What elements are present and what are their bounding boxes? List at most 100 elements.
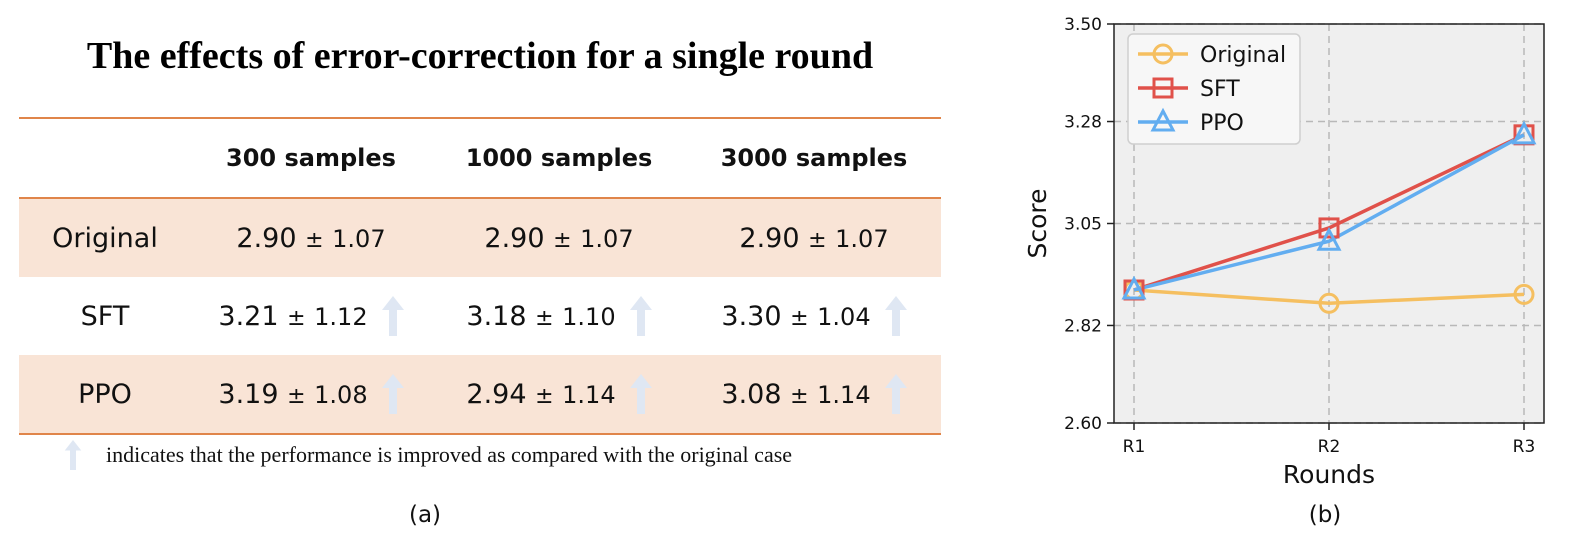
- y-tick-label: 3.05: [1064, 215, 1102, 235]
- cell-value: 2.94 ± 1.14: [466, 379, 615, 410]
- cell-value: 3.21 ± 1.12: [218, 301, 367, 332]
- cell-value: 3.30 ± 1.04: [721, 301, 870, 332]
- up-arrow-icon: [381, 374, 404, 414]
- cell-sd: 1.07: [332, 225, 386, 253]
- plus-minus-symbol: ±: [553, 228, 572, 253]
- caption-a: (a): [408, 502, 442, 528]
- plot-frame: [1113, 23, 1545, 424]
- cell-sd: 1.07: [835, 225, 889, 253]
- improvement-note: indicates that the performance is improv…: [62, 440, 792, 470]
- results-table: 300 samples 1000 samples 3000 samples Or…: [19, 117, 941, 435]
- data-point-original: [1513, 283, 1535, 305]
- plus-minus-symbol: ±: [305, 228, 324, 253]
- cell-mean: 3.08: [721, 378, 782, 410]
- legend-label-sft: SFT: [1200, 77, 1240, 102]
- data-point-ppo: [1316, 227, 1342, 251]
- legend-label-original: Original: [1200, 43, 1286, 68]
- up-arrow-icon: [629, 296, 652, 336]
- up-arrow-icon: [629, 374, 652, 414]
- plus-minus-symbol: ±: [535, 305, 554, 331]
- y-tick-label: 3.50: [1064, 15, 1102, 35]
- series-line-ppo: [1133, 133, 1525, 292]
- x-tick-label: R3: [1513, 437, 1536, 457]
- row-label: SFT: [80, 300, 130, 332]
- table-cell: 3.18 ± 1.10: [431, 277, 687, 355]
- panel-b: 2.60 2.82 3.05 3.28 3.50 R1 R2 R3 Rounds Score Ori…: [1000, 0, 1588, 548]
- caption-b: (b): [1308, 502, 1342, 528]
- table-cell: 3.21 ± 1.12: [191, 277, 431, 355]
- data-point-ppo: [1121, 275, 1147, 300]
- header-cell-1000: 1000 samples: [431, 117, 687, 199]
- x-tick-label: R1: [1123, 437, 1146, 457]
- improvement-note-text: indicates that the performance is improv…: [106, 442, 793, 467]
- data-point-original: [1318, 292, 1340, 314]
- data-point-ppo: [1511, 120, 1537, 145]
- cell-value: 3.18 ± 1.10: [466, 301, 615, 332]
- plus-minus-symbol: ±: [790, 305, 809, 331]
- results-table-container: 300 samples 1000 samples 3000 samples Or…: [19, 117, 941, 435]
- cell-sd: 1.12: [314, 302, 368, 331]
- header-cell-3000: 3000 samples: [687, 117, 941, 199]
- up-arrow-icon: [884, 296, 907, 336]
- header-cell-empty: [19, 117, 191, 199]
- table-row: SFT 3.21 ± 1.12 3.18 ± 1.10 3.30 ± 1.04: [19, 277, 941, 355]
- x-axis-label: Rounds: [1283, 460, 1375, 489]
- y-tick-label: 2.60: [1064, 414, 1102, 434]
- cell-value: 3.08 ± 1.14: [721, 379, 870, 410]
- series-line-original: [1133, 288, 1525, 306]
- plus-minus-symbol: ±: [790, 383, 809, 409]
- cell-value: 2.90 ± 1.07: [484, 223, 633, 254]
- plus-minus-symbol: ±: [808, 228, 827, 253]
- cell-mean: 2.90: [484, 223, 545, 254]
- cell-value: 2.90 ± 1.07: [236, 223, 385, 254]
- cell-sd: 1.14: [562, 380, 616, 409]
- cell-value: 3.19 ± 1.08: [218, 379, 367, 410]
- table-row: PPO 3.19 ± 1.08 2.94 ± 1.14 3.08 ± 1.14: [19, 355, 941, 435]
- table-cell: 3.19 ± 1.08: [191, 355, 431, 435]
- table-row: Original 2.90 ± 1.07 2.90 ± 1.07 2.90 ± 1.0…: [19, 198, 941, 277]
- plus-minus-symbol: ±: [535, 383, 554, 409]
- cell-mean: 2.94: [466, 378, 527, 410]
- legend-marker-ppo: [1150, 107, 1176, 132]
- legend-marker-sft: [1152, 77, 1174, 99]
- panel-a: The effects of error-correction for a si…: [19, 35, 941, 528]
- x-tick-label: R2: [1318, 437, 1341, 457]
- legend-label-ppo: PPO: [1200, 111, 1244, 136]
- row-label: Original: [19, 198, 191, 277]
- table-cell: 2.90 ± 1.07: [191, 198, 431, 277]
- header-cell-300: 300 samples: [191, 117, 431, 199]
- y-tick-label: 2.82: [1064, 316, 1102, 336]
- legend-marker-original: [1152, 43, 1174, 65]
- y-tick-label: 3.28: [1064, 113, 1102, 133]
- up-arrow-icon: [64, 440, 82, 470]
- y-axis-label: Score: [1023, 188, 1052, 258]
- cell-mean: 3.30: [721, 300, 782, 332]
- up-arrow-icon: [884, 374, 907, 414]
- cell-mean: 3.21: [218, 300, 279, 332]
- cell-sd: 1.04: [817, 302, 871, 331]
- cell-mean: 2.90: [739, 223, 800, 254]
- data-point-sft: [1318, 217, 1340, 239]
- table-body: Original 2.90 ± 1.07 2.90 ± 1.07 2.90 ± 1.0…: [19, 198, 941, 435]
- cell-sd: 1.07: [580, 225, 634, 253]
- cell-sd: 1.14: [817, 380, 871, 409]
- cell-mean: 3.19: [218, 378, 279, 410]
- cell-sd: 1.08: [314, 380, 368, 409]
- row-label: PPO: [19, 355, 191, 435]
- up-arrow-icon: [381, 296, 404, 336]
- score-line-chart: 2.60 2.82 3.05 3.28 3.50 R1 R2 R3 Rounds Score Ori…: [1023, 15, 1545, 489]
- table-cell: 3.30 ± 1.04: [687, 277, 941, 355]
- cell-mean: 3.18: [466, 300, 527, 332]
- cell-value: 2.90 ± 1.07: [739, 223, 888, 254]
- table-cell: 2.90 ± 1.07: [687, 198, 941, 277]
- plus-minus-symbol: ±: [287, 305, 306, 331]
- table-cell: 2.90 ± 1.07: [431, 198, 687, 277]
- legend-box: [1127, 33, 1301, 145]
- cell-sd: 1.10: [562, 302, 616, 331]
- header-row: 300 samples 1000 samples 3000 samples: [19, 117, 941, 199]
- table-title: The effects of error-correction for a si…: [86, 35, 874, 77]
- cell-mean: 2.90: [236, 223, 297, 254]
- table-cell: 2.94 ± 1.14: [431, 355, 687, 435]
- table-cell: 3.08 ± 1.14: [687, 355, 941, 435]
- plus-minus-symbol: ±: [287, 383, 306, 409]
